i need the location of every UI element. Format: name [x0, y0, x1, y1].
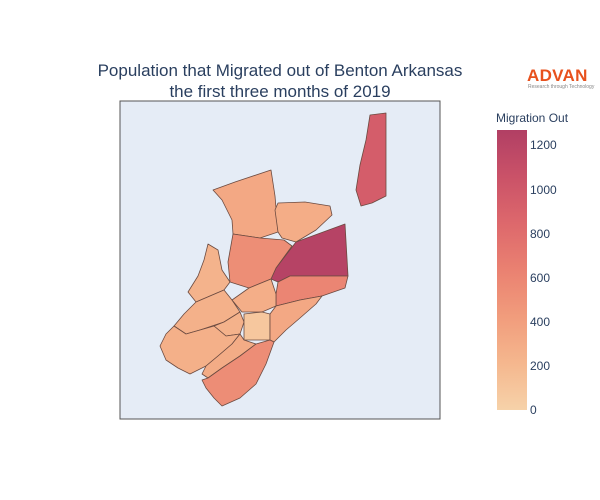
- colorbar-tick-400: 400: [530, 314, 551, 329]
- title-line-1: Population that Migrated out of Benton A…: [97, 61, 463, 80]
- chart-title: Population that Migrated out of Benton A…: [40, 60, 520, 102]
- advan-logo: ADVAN Research through Technology: [527, 66, 597, 94]
- colorbar-tick-1000: 1000: [530, 182, 557, 197]
- logo-wordmark: ADVAN: [527, 66, 588, 85]
- colorbar-tick-600: 600: [530, 270, 551, 285]
- region-south-center-square[interactable]: [243, 311, 271, 341]
- title-line-2: the first three months of 2019: [169, 82, 391, 101]
- region-center[interactable]: [227, 233, 293, 289]
- colorbar-tick-800: 800: [530, 226, 551, 241]
- colorbar: [497, 130, 527, 410]
- colorbar-tick-200: 200: [530, 358, 551, 373]
- colorbar-tick-1200: 1200: [530, 138, 557, 153]
- region-center-small[interactable]: [231, 278, 277, 313]
- logo-tagline: Research through Technology: [528, 84, 595, 90]
- region-south[interactable]: [201, 339, 275, 407]
- map-regions: [159, 112, 387, 407]
- region-southeast-strip[interactable]: [269, 295, 323, 343]
- region-north-center-right[interactable]: [274, 201, 333, 243]
- region-northeast-narrow[interactable]: [355, 112, 387, 207]
- colorbar-tick-0: 0: [530, 403, 537, 417]
- colorbar-title: Migration Out: [496, 111, 569, 125]
